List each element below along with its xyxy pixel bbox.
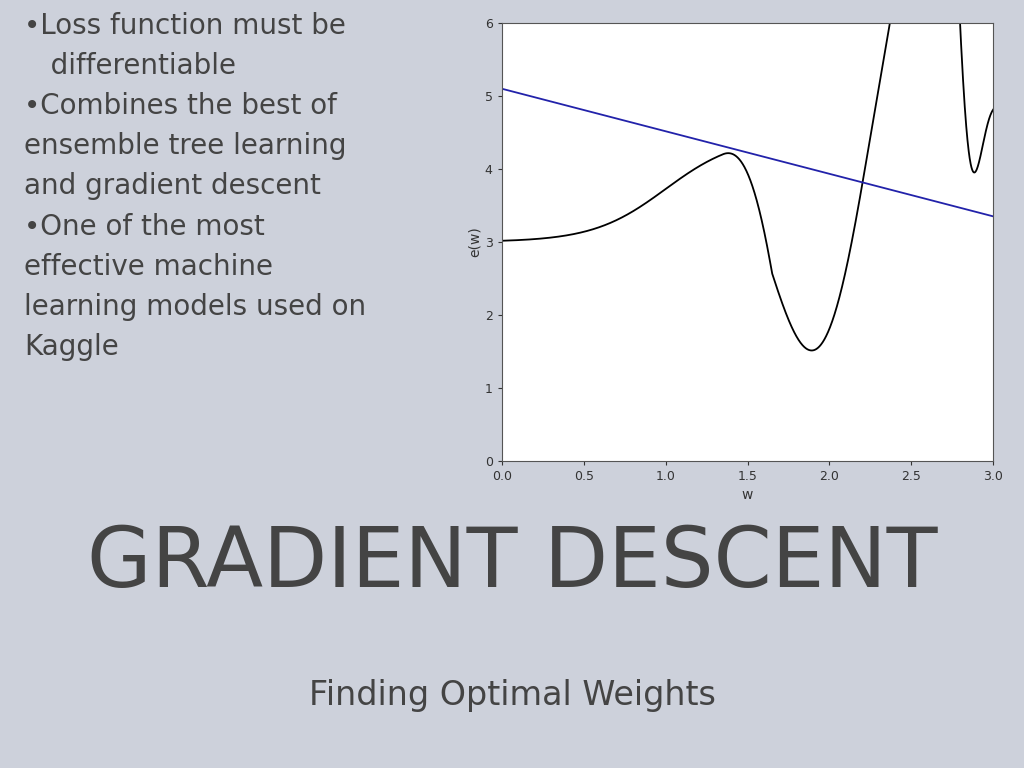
- Text: Finding Optimal Weights: Finding Optimal Weights: [308, 679, 716, 712]
- Text: •Loss function must be
   differentiable
•Combines the best of
ensemble tree lea: •Loss function must be differentiable •C…: [25, 12, 367, 361]
- Text: GRADIENT DESCENT: GRADIENT DESCENT: [87, 523, 937, 604]
- X-axis label: w: w: [741, 488, 754, 502]
- Y-axis label: e(w): e(w): [468, 227, 482, 257]
